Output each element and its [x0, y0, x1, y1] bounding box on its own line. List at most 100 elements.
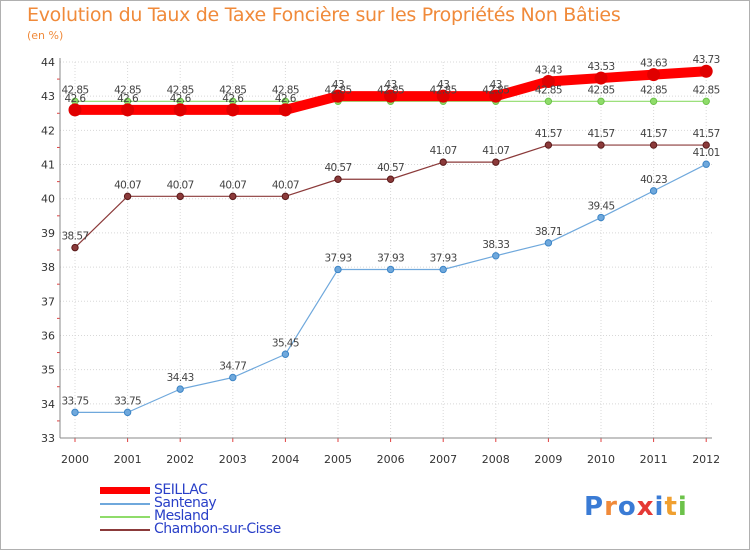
data-label-santenay: 40.23	[640, 174, 667, 186]
data-point-mesland	[649, 97, 658, 106]
data-point-chambon-sur-cisse	[123, 192, 132, 201]
data-label-santenay: 35.45	[272, 337, 299, 349]
data-label-layer: 42.6 42.6 42.6 42.6 42.6 43 43 43 43 43.43 43.53 43…	[61, 54, 720, 407]
data-label-mesland: 42.85	[167, 84, 194, 96]
data-label-chambon-sur-cisse: 41.07	[430, 145, 457, 157]
y-tick-label: 44	[41, 56, 55, 69]
data-point-chambon-sur-cisse	[492, 158, 500, 166]
data-point-santenay	[229, 373, 237, 382]
y-tick-label: 43	[41, 90, 55, 103]
data-label-chambon-sur-cisse: 41.07	[482, 145, 509, 157]
data-label-mesland: 42.85	[61, 84, 88, 96]
data-label-mesland: 42.85	[535, 84, 562, 96]
y-tick-label: 35	[41, 364, 55, 377]
x-tick-label: 2009	[534, 453, 562, 466]
axis-layer: 33 34 35 36 37 38 39 40 41 42 43 44 2000 2001 2002 2003…	[41, 56, 720, 466]
data-point-santenay	[439, 265, 447, 274]
data-point-chambon-sur-cisse	[597, 141, 605, 149]
logo-letter: t	[664, 492, 678, 522]
data-label-seillac: 42.6	[65, 93, 87, 105]
data-point-chambon-sur-cisse	[334, 175, 342, 183]
data-label-mesland: 42.85	[324, 84, 351, 96]
data-point-seillac	[331, 89, 345, 103]
data-label-mesland: 42.85	[430, 84, 457, 96]
logo-letter: x	[636, 492, 655, 522]
data-point-seillac	[647, 68, 661, 82]
legend-label: SEILLAC	[154, 482, 208, 498]
data-label-santenay: 37.93	[324, 252, 351, 264]
x-tick-label: 2010	[587, 453, 615, 466]
data-label-santenay: 33.75	[61, 395, 88, 407]
legend-swatch	[100, 487, 150, 494]
y-tick-label: 36	[41, 329, 55, 342]
data-label-seillac: 43.63	[640, 58, 667, 70]
data-label-chambon-sur-cisse: 41.57	[587, 128, 614, 140]
data-point-santenay	[123, 408, 132, 417]
data-label-mesland: 42.85	[219, 84, 246, 96]
x-tick-label: 2003	[219, 453, 247, 466]
data-point-seillac	[541, 74, 555, 88]
data-label-seillac: 42.6	[117, 93, 139, 105]
data-point-santenay	[492, 252, 500, 260]
series-line-chambon-sur-cisse	[74, 144, 707, 249]
data-point-seillac	[594, 71, 608, 85]
data-label-seillac: 43.43	[535, 64, 562, 76]
y-tick-label: 33	[41, 432, 55, 445]
data-point-seillac	[699, 64, 713, 78]
data-label-chambon-sur-cisse: 40.57	[377, 162, 404, 174]
y-tick-label: 40	[41, 193, 55, 206]
logo-letter: P	[584, 492, 605, 522]
data-label-mesland: 42.85	[377, 84, 404, 96]
y-tick-label: 39	[41, 227, 55, 240]
data-label-mesland: 42.85	[114, 84, 141, 96]
data-point-mesland	[702, 97, 710, 106]
data-point-santenay	[334, 265, 342, 274]
data-label-chambon-sur-cisse: 40.57	[324, 162, 351, 174]
data-label-santenay: 38.33	[482, 239, 509, 251]
data-label-mesland: 42.85	[693, 84, 720, 96]
data-label-chambon-sur-cisse: 41.57	[640, 128, 667, 140]
data-point-chambon-sur-cisse	[229, 192, 237, 201]
data-label-santenay: 41.01	[693, 147, 720, 159]
grid-layer	[60, 61, 712, 439]
data-label-chambon-sur-cisse: 38.57	[61, 231, 88, 243]
data-label-mesland: 42.85	[482, 84, 509, 96]
legend-label: Mesland	[154, 508, 209, 524]
logo-letter: i	[677, 492, 688, 522]
data-label-seillac: 42.6	[275, 93, 297, 105]
data-point-chambon-sur-cisse	[71, 243, 79, 252]
y-tick-label: 42	[41, 124, 55, 137]
legend-swatch	[100, 529, 150, 531]
data-label-seillac: 42.6	[222, 93, 244, 105]
x-tick-label: 2002	[166, 453, 194, 466]
x-tick-label: 2005	[324, 453, 352, 466]
data-label-mesland: 42.85	[640, 84, 667, 96]
x-tick-label: 2006	[377, 453, 405, 466]
data-label-santenay: 37.93	[377, 252, 404, 264]
x-tick-label: 2008	[482, 453, 510, 466]
proxiti-logo[interactable]: Proxiti	[584, 492, 688, 522]
data-point-santenay	[702, 160, 710, 168]
data-point-mesland	[544, 97, 553, 106]
data-label-seillac: 43	[385, 79, 397, 91]
data-label-seillac: 43	[332, 79, 344, 91]
data-label-santenay: 39.45	[587, 201, 614, 213]
x-tick-label: 2012	[692, 453, 720, 466]
legend-label: Santenay	[154, 495, 217, 511]
data-point-chambon-sur-cisse	[544, 141, 553, 149]
chart-title: Evolution du Taux de Taxe Foncière sur l…	[27, 4, 621, 26]
data-label-chambon-sur-cisse: 40.07	[219, 179, 246, 191]
data-label-santenay: 37.93	[430, 252, 457, 264]
data-point-santenay	[597, 213, 605, 222]
y-tick-label: 34	[41, 398, 55, 411]
legend-swatch	[100, 516, 150, 518]
data-point-chambon-sur-cisse	[176, 192, 184, 201]
data-point-seillac	[226, 103, 240, 117]
x-tick-label: 2001	[114, 453, 142, 466]
data-label-chambon-sur-cisse: 41.57	[535, 128, 562, 140]
data-label-seillac: 42.6	[170, 93, 192, 105]
chart-ylabel: (en %)	[27, 29, 64, 42]
data-label-mesland: 42.85	[272, 84, 299, 96]
data-point-chambon-sur-cisse	[281, 192, 290, 201]
